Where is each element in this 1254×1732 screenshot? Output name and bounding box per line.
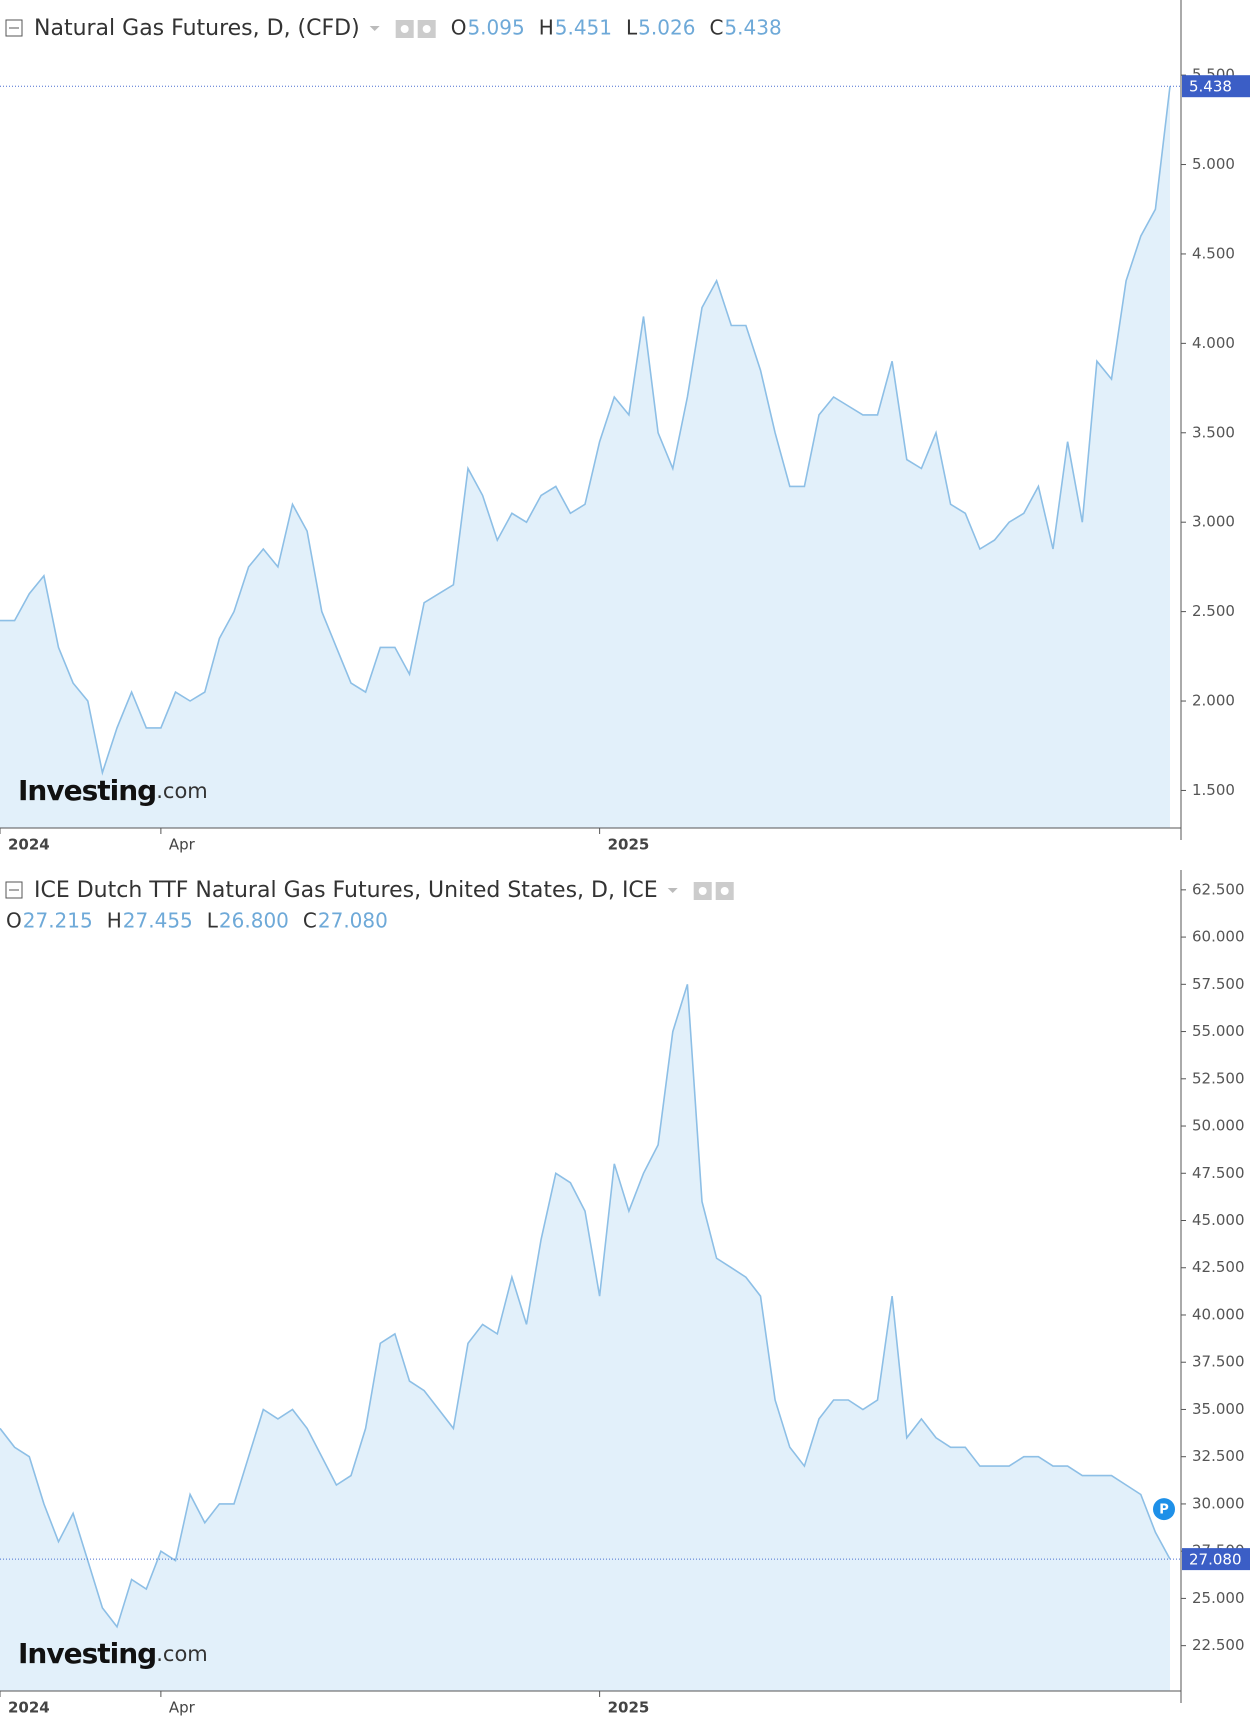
y-tick-label: 37.500: [1192, 1353, 1245, 1371]
y-tick-label: 25.000: [1192, 1589, 1245, 1607]
y-tick-label: 55.000: [1192, 1022, 1245, 1040]
ohlc-key: C: [709, 16, 723, 40]
collapse-icon[interactable]: [5, 881, 23, 899]
y-tick-label: 4.000: [1192, 334, 1235, 352]
area-fill: [0, 984, 1170, 1691]
y-tick-label: 40.000: [1192, 1305, 1245, 1323]
settings-icon-gear: [720, 887, 729, 895]
settings-icon-gear: [422, 25, 431, 33]
panel: 1.500 2.000 2.500 3.000 3.500 4.000 4.500 5.000…: [0, 0, 1250, 854]
y-tick-label: 3.000: [1192, 513, 1235, 531]
last-price-label: 5.438: [1189, 78, 1232, 96]
ohlc-value: 27.080: [318, 909, 388, 933]
ohlc-value: 5.095: [467, 16, 524, 40]
last-price-box: [1182, 75, 1250, 98]
ohlc-value: 5.026: [638, 16, 695, 40]
y-tick-label: 1.500: [1192, 781, 1235, 799]
event-marker[interactable]: [1153, 1498, 1175, 1521]
y-tick-label: 35.000: [1192, 1400, 1245, 1418]
ohlc-key: H: [107, 909, 122, 933]
chart-title: Natural Gas Futures, D, (CFD): [34, 16, 360, 41]
watermark-part: Investing: [18, 1637, 156, 1670]
y-tick-label: 62.500: [1192, 880, 1245, 898]
y-tick-label: 30.000: [1192, 1494, 1245, 1512]
ohlc-value: 5.438: [724, 16, 781, 40]
ohlc-key: H: [539, 16, 554, 40]
watermark: Investing.com: [18, 1637, 208, 1670]
ohlc-key: L: [626, 16, 638, 40]
x-tick-label: 2025: [608, 1699, 650, 1717]
price-line: [0, 86, 1171, 776]
ohlc-key: L: [207, 909, 219, 933]
collapse-icon[interactable]: [5, 19, 23, 37]
ohlc-value: 27.455: [123, 909, 193, 933]
chart-title: ICE Dutch TTF Natural Gas Futures, Unite…: [34, 878, 658, 903]
y-tick-label: 5.000: [1192, 155, 1235, 173]
y-tick-label: 47.500: [1192, 1164, 1245, 1182]
y-tick-label: 32.500: [1192, 1447, 1245, 1465]
last-price-label: 27.080: [1189, 1551, 1242, 1569]
x-tick-label: Apr: [169, 836, 196, 854]
ohlc-value: 27.215: [23, 909, 93, 933]
visibility-icon-eye: [698, 887, 707, 895]
y-tick-label: 60.000: [1192, 928, 1245, 946]
y-tick-label: 3.500: [1192, 423, 1235, 441]
y-tick-label: 42.500: [1192, 1258, 1245, 1276]
watermark-part: Investing: [18, 774, 156, 807]
last-price-box: [1182, 1548, 1250, 1571]
visibility-icon-eye: [400, 25, 409, 33]
y-tick-label: 52.500: [1192, 1069, 1245, 1087]
title-dropdown[interactable]: [369, 26, 380, 31]
ohlc-key: C: [303, 909, 317, 933]
ohlc-value: 26.800: [219, 909, 289, 933]
title-dropdown[interactable]: [667, 888, 678, 893]
watermark-part: .com: [156, 1642, 208, 1666]
x-tick-label: Apr: [169, 1699, 196, 1717]
y-tick-label: 50.000: [1192, 1117, 1245, 1135]
event-marker-label: P: [1159, 1503, 1169, 1518]
ohlc-key: O: [451, 16, 467, 40]
y-tick-label: 2.000: [1192, 692, 1235, 710]
x-tick-label: 2025: [608, 836, 650, 854]
price-line: [0, 984, 1171, 1629]
watermark-part: .com: [156, 779, 208, 803]
x-tick-label: 2024: [8, 1699, 50, 1717]
ohlc-key: O: [6, 909, 22, 933]
watermark: Investing.com: [18, 774, 208, 807]
panel: 22.50025.00027.50030.00032.50035.00037.5…: [0, 870, 1250, 1717]
ohlc-value: 5.451: [555, 16, 612, 40]
y-tick-label: 2.500: [1192, 602, 1235, 620]
y-tick-label: 45.000: [1192, 1211, 1245, 1229]
y-tick-label: 57.500: [1192, 975, 1245, 993]
x-tick-label: 2024: [8, 836, 50, 854]
area-fill: [0, 86, 1170, 828]
y-tick-label: 22.500: [1192, 1636, 1245, 1654]
y-tick-label: 4.500: [1192, 244, 1235, 262]
